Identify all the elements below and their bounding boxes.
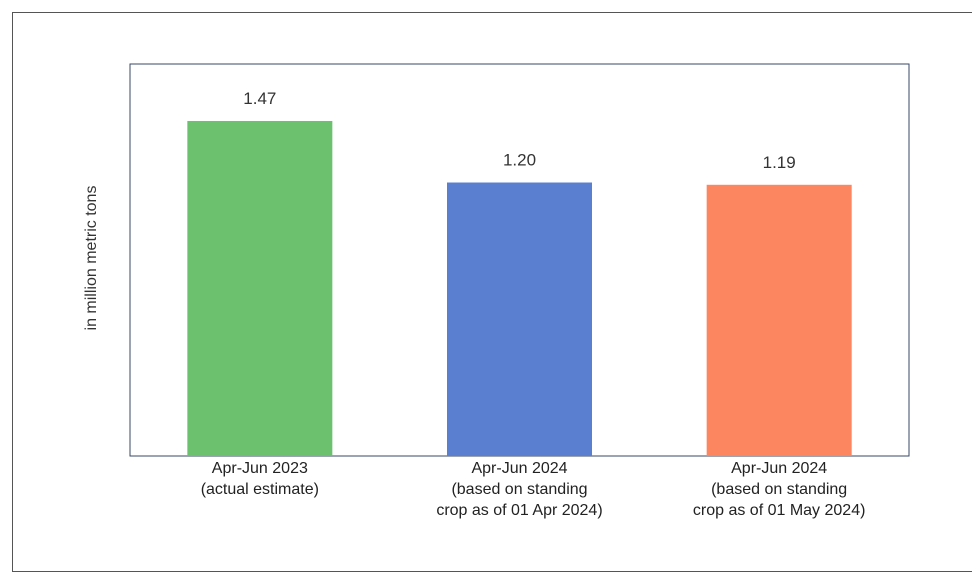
category-label-3: Apr-Jun 2024 (based on standing crop as of… <box>649 458 909 521</box>
category-label-2: Apr-Jun 2024 (based on standing crop as of… <box>390 458 650 521</box>
bar-1 <box>187 120 333 456</box>
bar-chart: 1.47 1.20 1.19 in million metric tons <box>83 63 910 457</box>
category-label-line: Apr-Jun 2023 <box>211 460 308 477</box>
y-axis-label: in million metric tons <box>83 186 100 331</box>
category-label-line: crop as of 01 May 2024) <box>692 502 866 519</box>
value-label-3: 1.19 <box>763 153 796 172</box>
category-label-line: Apr-Jun 2024 <box>731 460 828 477</box>
category-label-line: (actual estimate) <box>200 481 319 498</box>
category-label-line: Apr-Jun 2024 <box>471 460 568 477</box>
category-label-line: crop as of 01 Apr 2024) <box>436 502 603 519</box>
bar-2 <box>447 182 592 456</box>
bar-3 <box>706 184 852 456</box>
value-label-1: 1.47 <box>243 89 276 108</box>
category-label-line: (based on standing <box>711 481 848 498</box>
value-label-2: 1.20 <box>503 151 536 170</box>
category-label-line: (based on standing <box>451 481 588 498</box>
category-label-1: Apr-Jun 2023 (actual estimate) <box>130 458 390 500</box>
